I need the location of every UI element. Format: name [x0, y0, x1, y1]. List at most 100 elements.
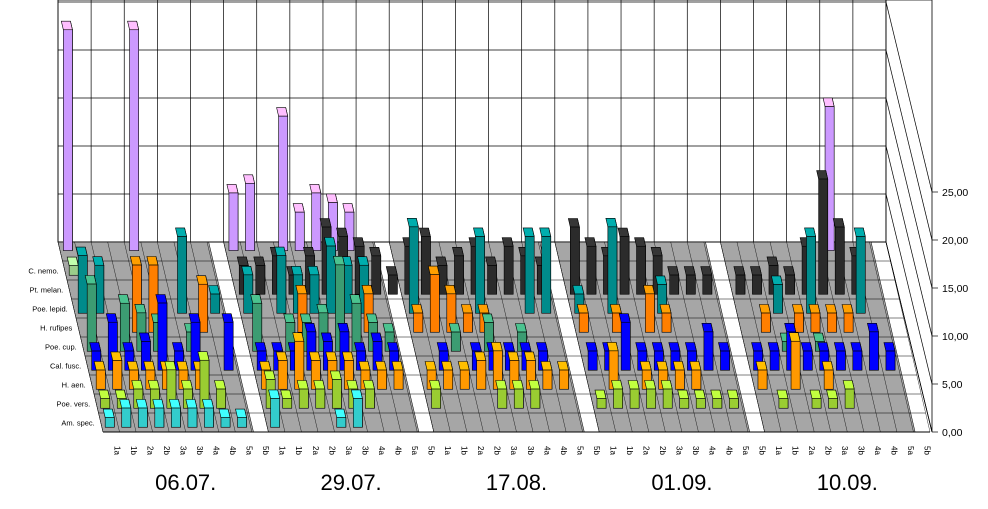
gridline [885, 193, 933, 385]
bar [700, 266, 713, 295]
bar-top [495, 380, 508, 390]
bar-top [684, 342, 697, 352]
bar-front [309, 274, 320, 314]
bar [710, 389, 723, 409]
bar-top [826, 389, 839, 399]
bar [507, 351, 520, 390]
bar [511, 380, 524, 409]
bar-top [832, 218, 845, 228]
bar-front [270, 398, 280, 428]
bar [254, 342, 267, 371]
bar-top [469, 342, 482, 352]
bar-front [760, 312, 771, 333]
bar-top [236, 256, 249, 266]
bar-front [104, 417, 115, 428]
bar-top [567, 218, 580, 228]
bar [452, 247, 464, 295]
bar [350, 389, 363, 428]
trap-label: 4b [890, 446, 899, 455]
bar-front [204, 407, 214, 428]
bar-top [320, 332, 333, 342]
trap-label: 5b [923, 446, 932, 455]
bar-top [89, 342, 102, 352]
trap-label: 3a [344, 446, 353, 455]
bar [391, 361, 404, 390]
bar-top [767, 342, 780, 352]
bar [605, 218, 618, 314]
bar-front [463, 312, 473, 333]
bar [214, 380, 226, 409]
bar-top [292, 203, 305, 213]
trap-label: 1a [774, 446, 783, 455]
bar-top [651, 342, 664, 352]
bar [235, 408, 247, 428]
bar-front [497, 388, 508, 409]
bar [280, 389, 293, 409]
bar [672, 361, 685, 390]
bar-top [354, 342, 366, 352]
bar-top [333, 255, 345, 266]
bar-top [841, 304, 854, 314]
bar [643, 284, 655, 333]
trap-label: 4a [873, 446, 882, 455]
bar-top [117, 294, 130, 304]
bar-top [418, 227, 431, 237]
bar-top [457, 361, 470, 371]
bar [274, 246, 287, 314]
bar [767, 342, 780, 371]
bar-top [226, 184, 239, 194]
bar-top [850, 342, 863, 352]
bar-top [127, 20, 140, 31]
gridline [885, 49, 933, 241]
bar-top [263, 370, 276, 380]
bar-top [683, 266, 696, 276]
bar-top [196, 275, 209, 285]
bar-top [693, 389, 706, 399]
date-label: 01.09. [651, 470, 712, 495]
bar-top [235, 408, 247, 418]
bar [424, 361, 437, 390]
bar-front [487, 265, 497, 295]
bar-front [245, 183, 255, 251]
bar-top [303, 247, 315, 257]
bar [594, 389, 607, 409]
y-tick-label: 25,00 [942, 187, 968, 199]
date-label: 17.08. [486, 470, 547, 495]
bar [349, 294, 362, 352]
bar-front [100, 398, 111, 409]
bar [576, 304, 589, 333]
bar [644, 380, 657, 409]
trap-label: 5a [741, 446, 750, 455]
bar-front [636, 245, 646, 295]
bar [584, 237, 597, 295]
bar [411, 304, 424, 333]
bar [283, 313, 296, 352]
bar-top [122, 342, 135, 352]
bar-top [726, 389, 739, 399]
bar-top [635, 342, 648, 352]
bar-top [411, 304, 424, 314]
bar-top [92, 256, 105, 266]
bar-top [812, 332, 825, 342]
bar-top [172, 342, 184, 352]
bar-top [448, 323, 461, 333]
bar-top [361, 284, 374, 295]
bar-top [788, 332, 801, 342]
bar-top [352, 237, 365, 247]
bar-front [769, 350, 780, 371]
bar-top [755, 361, 768, 371]
bar-front [429, 274, 440, 333]
bar-top [660, 380, 673, 390]
bar [102, 408, 115, 428]
bar-top [253, 256, 266, 266]
bar-top [519, 342, 532, 352]
series-label: Poe. lepid. [32, 305, 67, 314]
trap-label: 2b [823, 446, 832, 455]
bar [98, 389, 111, 409]
bar-top [214, 380, 226, 390]
bar [822, 97, 835, 251]
bar-front [431, 388, 441, 409]
bar [776, 389, 789, 409]
bar-front [476, 360, 487, 390]
bar-front [818, 178, 829, 295]
